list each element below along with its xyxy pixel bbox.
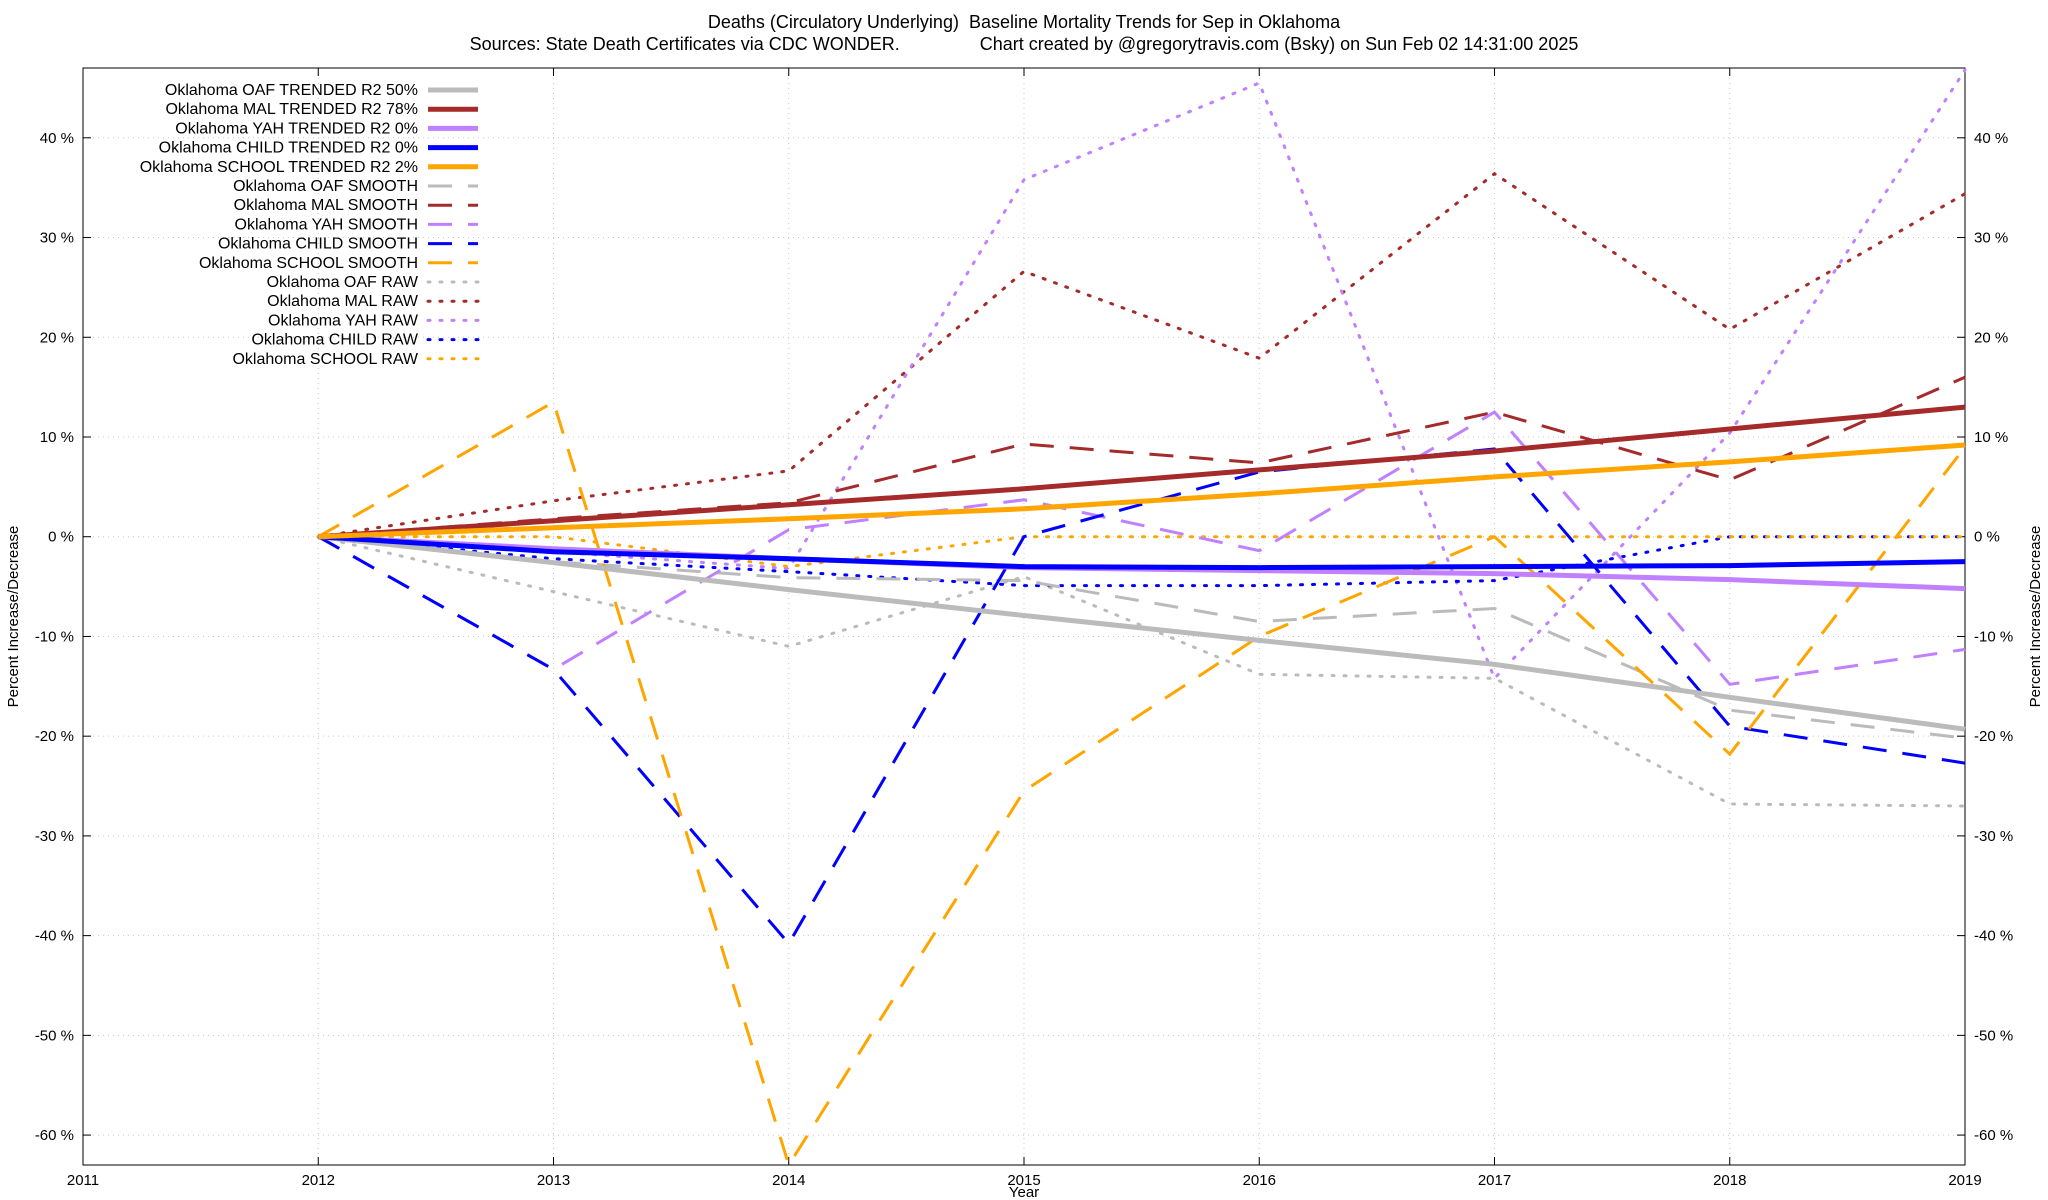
y-tick-label: 20 % (40, 329, 74, 346)
series-line-oklahoma-mal-smooth (318, 375, 1966, 539)
x-tick-label: 2012 (302, 1172, 335, 1189)
y-tick-label: -30 % (35, 828, 74, 845)
y-tick-label: 40 % (40, 130, 74, 147)
y-axis-left: -60 % -50 % -40 % -30 % -20 % -10 % 0 % 10 % 20 … (35, 130, 91, 1144)
y-tick-label: 30 % (40, 230, 74, 247)
y-axis-right: -60 % -50 % -40 % -30 % -20 % -10 % 0 % 10 % 20 … (1957, 130, 2013, 1144)
y-tick-label: -10 % (1974, 628, 2013, 645)
series-line-oklahoma-mal-raw (316, 171, 1967, 539)
series-line-oklahoma-oaf-raw (316, 535, 1967, 808)
y-tick-label: -20 % (1974, 728, 2013, 745)
y-tick-label: -60 % (35, 1127, 74, 1144)
x-tick-label: 2017 (1478, 1172, 1511, 1189)
grid (82, 68, 1966, 1165)
y-tick-label: 40 % (1974, 130, 2008, 147)
y-tick-label: -40 % (35, 928, 74, 945)
legend: Oklahoma OAF TRENDED R2 50% Oklahoma MAL … (140, 82, 480, 368)
y-tick-label: -30 % (1974, 828, 2013, 845)
x-tick-label: 2014 (772, 1172, 805, 1189)
legend-label: Oklahoma CHILD RAW (251, 332, 418, 349)
y-tick-label: -20 % (35, 728, 74, 745)
x-tick-label: 2013 (537, 1172, 570, 1189)
x-tick-label: 2018 (1713, 1172, 1746, 1189)
legend-label: Oklahoma SCHOOL RAW (232, 351, 418, 368)
series-line-oklahoma-yah-smooth (317, 410, 1966, 686)
x-tick-label: 2019 (1948, 1172, 1981, 1189)
y-axis-title-left: Percent Increase/Decrease (5, 526, 22, 708)
y-tick-label: -60 % (1974, 1127, 2013, 1144)
y-tick-label: 0 % (48, 529, 74, 546)
x-axis-title: Year (1009, 1184, 1039, 1200)
series-line-oklahoma-school-trended-r2-2 (318, 442, 1966, 540)
series-line-oklahoma-child-trended-r2-0 (318, 534, 1966, 571)
y-tick-label: -40 % (1974, 928, 2013, 945)
legend-label: Oklahoma MAL SMOOTH (234, 197, 418, 214)
x-tick-label: 2016 (1243, 1172, 1276, 1189)
y-tick-label: 30 % (1974, 230, 2008, 247)
legend-label: Oklahoma CHILD TRENDED R2 0% (159, 140, 418, 157)
legend-label: Oklahoma YAH SMOOTH (235, 216, 418, 233)
y-tick-label: 10 % (1974, 429, 2008, 446)
legend-label: Oklahoma YAH RAW (268, 312, 419, 329)
y-tick-label: 10 % (40, 429, 74, 446)
y-tick-label: -50 % (35, 1027, 74, 1044)
x-tick-label: 2011 (67, 1172, 99, 1189)
series-line-oklahoma-school-raw (316, 535, 1967, 569)
legend-label: Oklahoma OAF SMOOTH (233, 178, 418, 195)
chart-title: Deaths (Circulatory Underlying) Baseline… (707, 12, 1341, 32)
series-line-oklahoma-child-raw (316, 535, 1967, 588)
legend-label: Oklahoma SCHOOL TRENDED R2 2% (140, 159, 418, 176)
series-line-oklahoma-oaf-trended-r2-50 (318, 534, 1966, 732)
legend-label: Oklahoma OAF TRENDED R2 50% (165, 82, 418, 99)
legend-label: Oklahoma SCHOOL SMOOTH (199, 255, 418, 272)
series-line-oklahoma-school-smooth (317, 399, 1967, 1169)
chart-subtitle: Sources: State Death Certificates via CD… (469, 34, 1579, 54)
legend-label: Oklahoma CHILD SMOOTH (218, 236, 418, 253)
legend-label: Oklahoma OAF RAW (267, 274, 419, 291)
x-tick-label: 2015 (1007, 1172, 1040, 1189)
y-tick-label: 20 % (1974, 329, 2008, 346)
legend-label: Oklahoma MAL RAW (267, 293, 419, 310)
legend-label: Oklahoma YAH TRENDED R2 0% (175, 120, 418, 137)
x-axis: 2011 2012 2013 2014 2015 2016 2017 2018 2019 (67, 68, 1982, 1189)
series-line-oklahoma-mal-trended-r2-78 (318, 404, 1966, 540)
series-line-oklahoma-yah-raw (316, 68, 1967, 682)
y-axis-title-right: Percent Increase/Decrease (2027, 526, 2044, 708)
y-tick-label: -10 % (35, 628, 74, 645)
series-line-oklahoma-child-smooth (317, 447, 1966, 947)
y-tick-label: -50 % (1974, 1027, 2013, 1044)
legend-label: Oklahoma MAL TRENDED R2 78% (165, 101, 418, 118)
y-tick-label: 0 % (1974, 529, 2000, 546)
series-group (316, 68, 1967, 1169)
